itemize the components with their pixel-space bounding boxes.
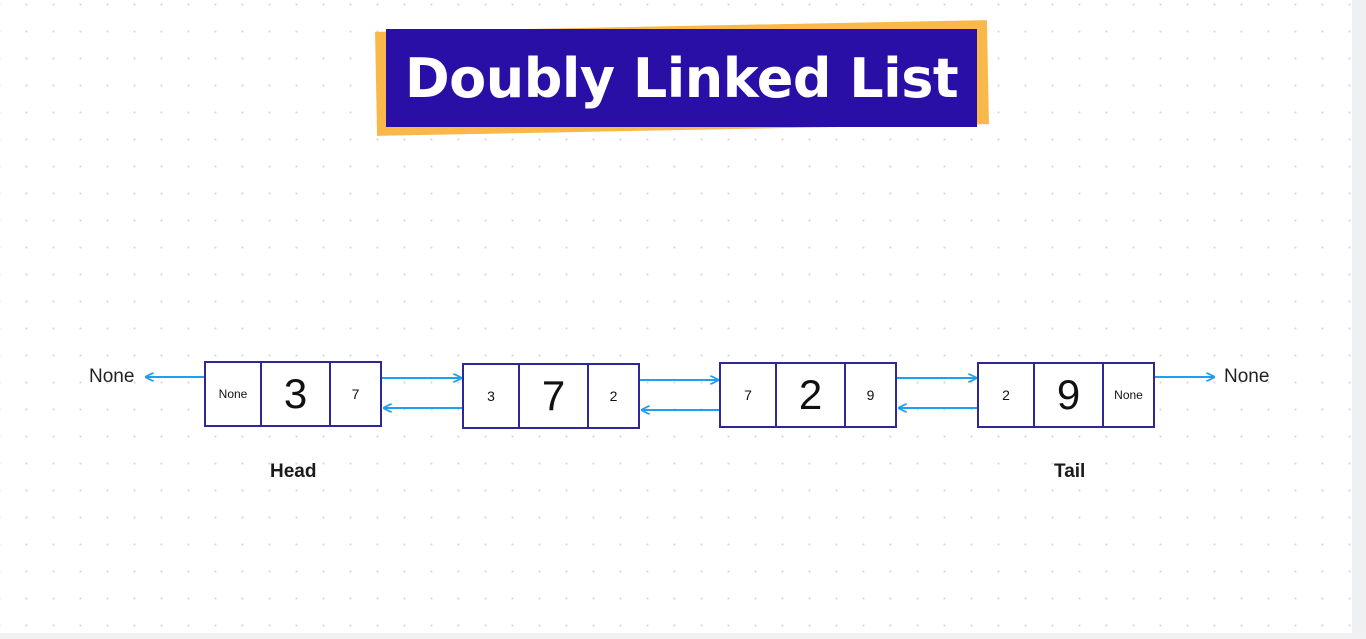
tail-caption: Tail <box>1054 461 1086 482</box>
node3-prev: 7 <box>721 364 777 426</box>
node2-next: 2 <box>609 388 618 404</box>
right-none-label: None <box>1224 366 1270 387</box>
node-3: 7 2 9 <box>719 362 897 428</box>
node1-next: 7 <box>351 386 360 402</box>
node3-data: 2 <box>777 364 846 426</box>
node-tail: 2 9 None <box>977 362 1155 428</box>
node-2: 3 7 2 <box>462 363 640 429</box>
title-box: Doubly Linked List <box>386 29 977 127</box>
node4-data: 9 <box>1035 364 1104 426</box>
left-none-label: None <box>89 366 135 387</box>
head-caption: Head <box>270 461 317 482</box>
title-banner: Doubly Linked List <box>370 18 996 140</box>
node2-data: 7 <box>520 365 589 427</box>
node1-prev: None <box>206 363 262 425</box>
diagram-title: Doubly Linked List <box>404 46 959 110</box>
right-scroll-strip <box>1352 0 1366 639</box>
node3-next: 9 <box>866 387 875 403</box>
node2-prev: 3 <box>464 365 520 427</box>
node4-next: None <box>1114 388 1143 402</box>
node-head: None 3 7 <box>204 361 382 427</box>
bottom-strip <box>0 633 1366 639</box>
node1-data: 3 <box>262 363 331 425</box>
node4-prev: 2 <box>979 364 1035 426</box>
